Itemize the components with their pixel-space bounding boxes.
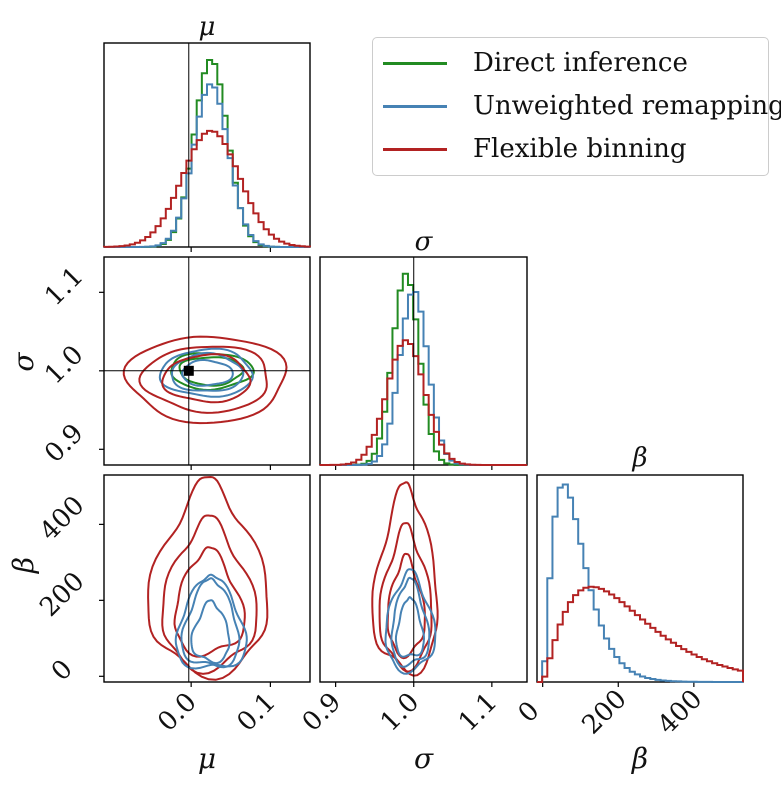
xtick-label-sigma: 1.1 [453, 687, 503, 737]
xlabel-beta: β [631, 742, 648, 775]
contour-mu-sigma-1-2 [158, 347, 254, 398]
contour-beta-mu-blue-2 [174, 573, 248, 670]
contour-mu-sigma-2-1 [138, 345, 268, 414]
xtick-label-sigma: 1.0 [375, 687, 425, 737]
contour-mu-sigma-2-0 [161, 353, 252, 404]
ylabel-beta: β [7, 557, 40, 574]
legend-swatch-unweighted [383, 104, 447, 108]
contour-beta-sigma-red-0 [386, 552, 426, 660]
ylabel-sigma: σ [7, 352, 40, 372]
xlabel-mu: μ [198, 742, 216, 775]
legend-swatch-direct [383, 61, 447, 65]
contour-mu-sigma-2-2 [122, 335, 288, 425]
contour-beta-sigma-blue-1 [390, 576, 431, 668]
ytick-label-beta: 0 [46, 654, 79, 687]
xtick-label-sigma: 0.9 [297, 687, 347, 737]
hist-mu-1 [104, 83, 310, 248]
ytick-label-sigma: 1.1 [39, 261, 89, 311]
title-beta: β [631, 443, 647, 473]
xtick-label-beta: 200 [576, 684, 632, 740]
title-sigma: σ [415, 227, 434, 257]
panel-sigma-hist [319, 256, 528, 466]
ytick-label-sigma: 0.9 [39, 418, 89, 468]
contour-beta-mu-red-0 [173, 546, 246, 658]
hist-sigma-0 [320, 272, 527, 466]
contour-beta-mu-red-2 [147, 475, 269, 681]
panel-beta-sigma [319, 474, 528, 683]
panel-beta-hist [536, 474, 744, 683]
hist-mu-2 [103, 129, 311, 248]
legend-item-direct: Direct inference [383, 48, 688, 78]
title-mu: μ [199, 12, 216, 42]
panel-sigma-mu [103, 256, 311, 466]
xtick-label-beta: 0 [513, 696, 546, 729]
contour-beta-sigma-blue-2 [384, 568, 437, 675]
panel-mu-hist [103, 42, 311, 248]
ytick-label-beta: 400 [34, 491, 90, 547]
hist-beta-red [537, 585, 744, 683]
legend-label-unweighted: Unweighted remapping [473, 91, 781, 121]
xtick-label-mu: 0.0 [152, 687, 202, 737]
panel-beta-mu [103, 474, 311, 683]
contour-beta-mu-blue-0 [190, 599, 231, 665]
truth-marker [183, 365, 194, 376]
legend-label-flexible: Flexible binning [473, 134, 687, 164]
contour-mu-sigma-1-1 [170, 351, 245, 392]
contour-beta-mu-blue-1 [180, 577, 241, 669]
legend-item-flexible: Flexible binning [383, 134, 686, 164]
hist-sigma-2 [319, 339, 527, 466]
legend-label-direct: Direct inference [473, 48, 688, 78]
contour-mu-sigma-1-0 [181, 359, 234, 387]
contour-beta-sigma-blue-0 [394, 596, 426, 658]
legend: Direct inference Unweighted remapping Fl… [372, 37, 781, 176]
contour-beta-mu-red-1 [161, 514, 258, 675]
legend-swatch-flexible [383, 147, 447, 151]
hist-beta-blue [537, 483, 744, 683]
xlabel-sigma: σ [414, 742, 434, 775]
legend-item-unweighted: Unweighted remapping [383, 91, 781, 121]
ytick-label-beta: 200 [34, 567, 90, 623]
xtick-label-beta: 400 [652, 684, 708, 740]
xtick-label-mu: 0.1 [231, 687, 281, 737]
ytick-label-sigma: 1.0 [39, 340, 89, 390]
